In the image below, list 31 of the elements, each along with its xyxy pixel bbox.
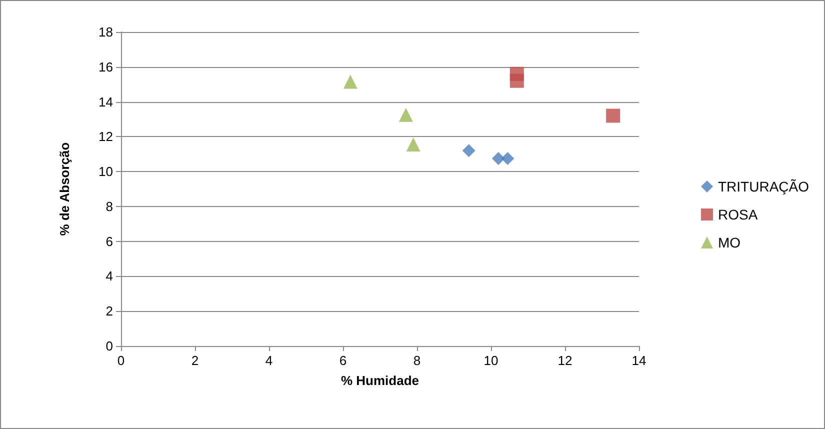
point — [501, 152, 514, 165]
point — [492, 152, 505, 165]
y-axis-title: % de Absorção — [57, 142, 72, 236]
y-tick-label: 14 — [98, 94, 113, 110]
x-tick-label: 6 — [339, 353, 347, 368]
y-tick-label: 0 — [106, 338, 113, 354]
legend-label: ROSA — [718, 206, 758, 222]
x-tick-label: 10 — [484, 353, 498, 368]
x-tick-label: 0 — [117, 353, 125, 368]
point — [406, 138, 420, 152]
x-tick-label: 14 — [632, 353, 646, 368]
y-tick-label: 18 — [98, 24, 113, 40]
point — [398, 108, 413, 122]
y-tick-label: 8 — [106, 198, 113, 214]
legend-label: MO — [718, 234, 741, 250]
x-axis-title: % Humidade — [340, 373, 420, 388]
point — [343, 74, 358, 89]
x-tick-label: 2 — [191, 353, 199, 368]
point — [462, 144, 476, 158]
point — [510, 74, 524, 88]
y-tick-label: 2 — [106, 304, 113, 319]
x-tick-label: 12 — [558, 353, 572, 368]
y-tick-label: 4 — [106, 268, 113, 284]
x-tick-label: 8 — [413, 353, 421, 368]
point — [606, 108, 620, 123]
y-tick-label: 16 — [98, 59, 113, 74]
y-tick-label: 10 — [98, 164, 113, 180]
legend-label: TRITURAÇÃO — [718, 178, 810, 194]
y-tick-label: 6 — [106, 234, 113, 249]
x-tick-label: 4 — [265, 353, 273, 368]
y-tick-label: 12 — [98, 129, 113, 144]
